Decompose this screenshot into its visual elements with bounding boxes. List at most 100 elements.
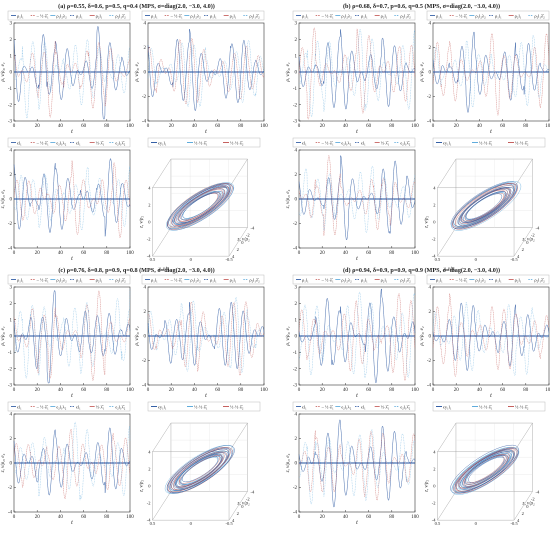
g3-p3-orbit-21 bbox=[454, 447, 519, 494]
g3-p0-ytick-label-0: 3 bbox=[295, 286, 298, 291]
g2-p2-ytick-label-1: 2 bbox=[10, 437, 13, 442]
g3-p0-xtick-label-2: 40 bbox=[343, 388, 349, 393]
g0-p0-ytick-label-4: -1 bbox=[8, 87, 13, 92]
g1-p3-xtick-label-0: 0.5 bbox=[435, 257, 441, 262]
g3-p3-box-edge-7 bbox=[437, 491, 457, 521]
g2-p2-series-1 bbox=[13, 428, 131, 499]
g2-p2-xlabel: t bbox=[71, 520, 73, 526]
g2-p0-legend-label-3: ρ₁l₁ bbox=[76, 278, 83, 283]
g0-p0-legend-label-0: ρ₁l₁ bbox=[17, 14, 24, 19]
g3-p0-ytick-label-1: 2 bbox=[295, 302, 298, 307]
g3-p2-legend-label-0: ϵl₁ bbox=[302, 405, 307, 410]
g2-p3-xtick-label-1: 0 bbox=[190, 521, 193, 526]
g1-p0-xtick-label-1: 20 bbox=[320, 124, 326, 129]
g0-p3-xtick-label-0: 0.5 bbox=[150, 257, 156, 262]
g1-p1-xtick-label-3: 60 bbox=[500, 124, 506, 129]
g0-p0-legend-label-2: ρ₁l₂λ₂ bbox=[56, 14, 67, 19]
g1-p0-xtick-label-2: 40 bbox=[343, 124, 349, 129]
g2-p0-xtick-label-1: 20 bbox=[35, 388, 41, 393]
g2-p0-xtick-label-5: 100 bbox=[126, 388, 134, 393]
g2-p2-legend-label-1: – ½·λ̂₁ bbox=[36, 405, 49, 410]
g0-p3-ytick-label-0: 4 bbox=[232, 254, 235, 259]
g0-p1-ytick-label-0: 4 bbox=[144, 22, 147, 27]
g3-p3-legend-label-0: ϵy₁l₁ bbox=[443, 405, 452, 410]
g0-p2-legend-label-1: – ½·λ̂₁ bbox=[36, 141, 49, 146]
g0-p1-legend-label-2: ρ₁l₂λ₂ bbox=[190, 14, 201, 19]
g1-p3-ztick-label-0: 4 bbox=[433, 185, 436, 190]
g3-p2-ytick-label-2: 0 bbox=[295, 462, 298, 467]
g0-p1-xtick-label-1: 20 bbox=[169, 124, 175, 129]
g2-p1-xlabel: t bbox=[205, 393, 207, 399]
g0-p3-box-edge-5 bbox=[228, 227, 248, 257]
g3-p1-legend-label-4: ρ₂l₁ bbox=[515, 278, 522, 283]
g0-p2-ytick-label-2: 0 bbox=[10, 198, 13, 203]
g0-p0-ytick-label-0: 3 bbox=[10, 22, 13, 27]
g0-p1-xtick-label-3: 60 bbox=[215, 124, 221, 129]
g3-p2-xtick-label-2: 40 bbox=[343, 515, 349, 520]
g2-p1-ytick-label-0: 4 bbox=[144, 286, 147, 291]
g3-p2-xtick-label-0: 0 bbox=[298, 515, 301, 520]
figure-group-2: (c) ρ=0.76, δ=0.8, p=0.9, q=0.8 (MPS, σ=… bbox=[1, 267, 268, 533]
g0-p3-ytick-label-4: -4 bbox=[251, 225, 255, 230]
g1-p3-xtick-label-2: -0.5 bbox=[510, 257, 518, 262]
g2-p0-series-2 bbox=[13, 288, 131, 379]
g1-p1-xtick-label-5: 100 bbox=[545, 124, 550, 129]
g3-p0-xtick-label-4: 80 bbox=[389, 388, 395, 393]
g0-p3-xtick-label-1: 0 bbox=[190, 257, 193, 262]
g1-p3-legend-label-2: ½·½·λ̂₂ bbox=[515, 141, 529, 146]
g3-p3-orbit-17 bbox=[454, 449, 515, 492]
g3-p3-ytick-label-1: 2 bbox=[522, 511, 524, 516]
g3-p1-legend-label-1: – ½·λ̂₁ bbox=[455, 278, 468, 283]
g3-p1-ytick-label-2: 0 bbox=[429, 335, 432, 340]
g2-p3-box-edge-7 bbox=[152, 491, 172, 521]
g2-p3-ztick-label-1: 2 bbox=[148, 466, 150, 471]
g2-p2-xtick-label-4: 80 bbox=[104, 515, 110, 520]
g3-p2-series-0 bbox=[298, 419, 416, 508]
g0-p1-xtick-label-4: 80 bbox=[238, 124, 244, 129]
g3-p3-ytick-label-4: -4 bbox=[536, 489, 540, 494]
g3-p2-xtick-label-5: 100 bbox=[411, 515, 419, 520]
g3-p0-legend-label-2: ρ₁l₂λ₂ bbox=[341, 278, 352, 283]
g2-p2-xtick-label-3: 60 bbox=[81, 515, 87, 520]
g0-p2-xlabel: t bbox=[71, 256, 73, 262]
g1-p0-legend-box bbox=[292, 10, 416, 21]
g1-p2-series-2 bbox=[298, 165, 416, 233]
g2-p3-orbit-17 bbox=[170, 448, 229, 490]
g3-p0-series-0 bbox=[298, 288, 416, 384]
g3-p1-xlabel: t bbox=[490, 393, 492, 399]
g2-p3-ztick-label-2: 0 bbox=[148, 483, 151, 488]
g0-p2-xtick-label-2: 40 bbox=[58, 251, 64, 256]
g3-p3-orbit-20 bbox=[456, 448, 517, 492]
g1-p3-box-edge-1 bbox=[513, 158, 533, 188]
g0-p0-ytick-label-1: 2 bbox=[10, 38, 13, 43]
g2-p3-ytick-label-2: 0 bbox=[241, 504, 244, 509]
g0-p0-xtick-label-2: 40 bbox=[58, 124, 64, 129]
g0-p2-xtick-label-5: 100 bbox=[126, 251, 134, 256]
g0-p1-series-1 bbox=[147, 37, 265, 105]
g2-p0-ytick-label-1: 2 bbox=[10, 302, 13, 307]
g2-p1-legend-label-0: ρ₁l₁ bbox=[151, 278, 158, 283]
g2-p2-series-2 bbox=[13, 421, 131, 501]
g3-p3-ytick-label-2: 0 bbox=[526, 504, 529, 509]
g2-p1-xtick-label-2: 40 bbox=[192, 388, 198, 393]
g0-p3-zlabel: z, ν/ρ₂ bbox=[139, 216, 144, 229]
g0-p1-series-2 bbox=[147, 40, 265, 108]
g0-p2-xtick-label-1: 20 bbox=[35, 251, 41, 256]
g3-p2-legend-label-1: – ½·λ̂₁ bbox=[321, 405, 334, 410]
g3-p2-xtick-label-3: 60 bbox=[366, 515, 372, 520]
g3-p3-orbit-10 bbox=[460, 453, 510, 488]
g0-p3-orbit-4 bbox=[179, 190, 221, 220]
figure-group-0: (a) ρ=0.55, δ=0.6, p=0.5, q=0.4 (MPS, σ=… bbox=[1, 3, 268, 272]
g0-p2-ytick-label-4: -4 bbox=[8, 247, 13, 252]
g1-p1-ytick-label-4: -4 bbox=[427, 120, 432, 125]
g0-p0-xtick-label-4: 80 bbox=[104, 124, 110, 129]
g0-p2-ytick-label-1: 2 bbox=[10, 173, 13, 178]
g1-p2-xtick-label-2: 40 bbox=[343, 251, 349, 256]
g2-p0-xtick-label-4: 80 bbox=[104, 388, 110, 393]
g1-p1-legend-label-4: ρ₂l₁ bbox=[515, 14, 522, 19]
g2-p0-legend-label-4: ρ₂l₁ bbox=[96, 278, 103, 283]
g3-p0-ytick-label-3: 0 bbox=[295, 335, 298, 340]
g0-p3-ytick-label-1: 2 bbox=[237, 247, 239, 252]
g0-p0-ytick-label-6: -3 bbox=[8, 120, 13, 125]
